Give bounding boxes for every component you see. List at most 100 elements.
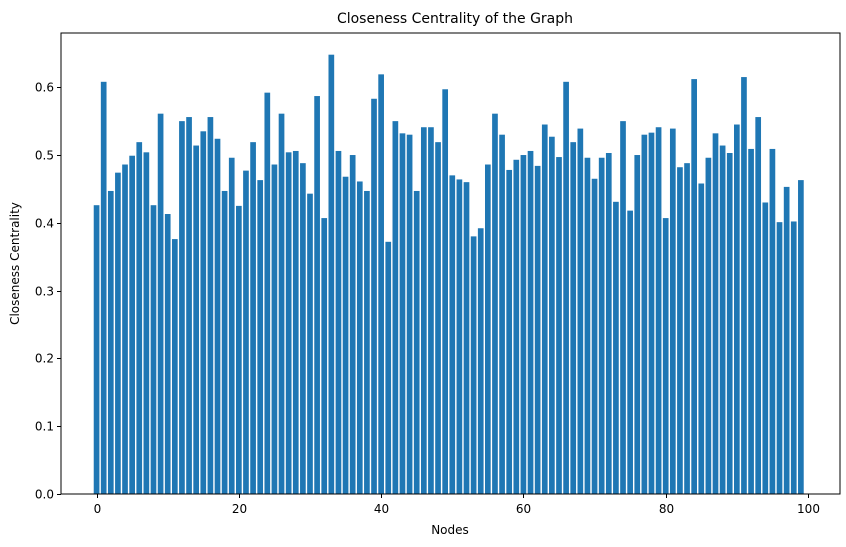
x-tick-label: 40 bbox=[374, 502, 389, 516]
bar-node-81 bbox=[669, 128, 676, 494]
bar-node-65 bbox=[556, 157, 562, 494]
bar-node-44 bbox=[406, 134, 413, 494]
bar-node-84 bbox=[691, 79, 697, 494]
bar-node-62 bbox=[534, 165, 541, 494]
bar-node-53 bbox=[470, 236, 477, 494]
bar-node-15 bbox=[200, 131, 207, 495]
chart-title: Closeness Centrality of the Graph bbox=[337, 11, 573, 27]
bar-node-18 bbox=[221, 190, 228, 494]
bar-node-49 bbox=[442, 89, 449, 495]
bar-node-52 bbox=[463, 182, 470, 494]
y-tick-label: 0.0 bbox=[35, 488, 54, 502]
bar-node-59 bbox=[513, 159, 520, 494]
bar-node-94 bbox=[762, 202, 769, 495]
bar-node-16 bbox=[207, 117, 214, 494]
bar-node-73 bbox=[613, 201, 619, 494]
plot-frame bbox=[60, 32, 841, 495]
bar-node-92 bbox=[748, 148, 754, 494]
bar-node-11 bbox=[171, 239, 178, 494]
bar-node-79 bbox=[655, 127, 662, 494]
bar-node-57 bbox=[499, 134, 505, 494]
y-tick-label: 0.6 bbox=[35, 81, 54, 95]
y-axis-ticks: 0.0 0.1 0.2 0.3 0.4 0.5 0.6 bbox=[35, 81, 61, 502]
bar-node-74 bbox=[620, 121, 626, 494]
bar-node-34 bbox=[335, 150, 342, 494]
bar-node-25 bbox=[271, 164, 278, 494]
bar-node-82 bbox=[677, 167, 683, 495]
bar-node-87 bbox=[712, 133, 719, 494]
x-axis-label: Nodes bbox=[431, 523, 469, 537]
bar-node-58 bbox=[506, 169, 513, 494]
y-tick-label: 0.3 bbox=[35, 285, 54, 299]
bar-node-20 bbox=[236, 205, 242, 494]
bar-node-38 bbox=[364, 190, 370, 494]
bar-node-3 bbox=[115, 172, 121, 494]
bar-node-30 bbox=[307, 193, 313, 495]
bar-node-40 bbox=[378, 74, 384, 494]
bar-node-0 bbox=[93, 205, 100, 494]
bar-node-36 bbox=[349, 155, 356, 494]
bar-node-64 bbox=[549, 136, 555, 494]
bar-node-4 bbox=[122, 164, 128, 494]
bar-node-70 bbox=[591, 178, 598, 494]
x-tick-label: 0 bbox=[94, 502, 102, 516]
bar-node-28 bbox=[292, 150, 299, 494]
bar-node-2 bbox=[107, 190, 114, 494]
bar-node-5 bbox=[129, 155, 135, 494]
bar-node-41 bbox=[385, 241, 392, 494]
bar-node-97 bbox=[783, 186, 790, 494]
bar-node-63 bbox=[541, 124, 548, 495]
x-axis-ticks: 0 20 40 60 80 100 bbox=[94, 494, 820, 516]
bar-node-46 bbox=[420, 127, 427, 494]
y-tick-label: 0.4 bbox=[35, 217, 54, 231]
bar-node-68 bbox=[577, 128, 584, 494]
bar-node-55 bbox=[485, 164, 491, 494]
y-tick-label: 0.5 bbox=[35, 149, 54, 163]
bar-node-91 bbox=[741, 77, 747, 494]
bar-node-14 bbox=[193, 145, 200, 495]
bar-node-19 bbox=[228, 157, 235, 495]
bar-node-42 bbox=[392, 121, 399, 494]
bar-node-54 bbox=[477, 228, 484, 494]
y-tick-label: 0.1 bbox=[35, 420, 54, 434]
bar-node-6 bbox=[136, 142, 143, 494]
bar-node-47 bbox=[428, 127, 434, 494]
bar-node-83 bbox=[684, 163, 690, 494]
bar-node-21 bbox=[243, 170, 249, 494]
bar-node-33 bbox=[328, 54, 335, 494]
bar-node-85 bbox=[698, 183, 705, 494]
bar-node-60 bbox=[520, 155, 527, 494]
bar-node-89 bbox=[726, 153, 733, 494]
bar-node-9 bbox=[157, 113, 164, 495]
bar-node-66 bbox=[563, 81, 569, 494]
bars-group bbox=[93, 54, 804, 495]
bar-node-96 bbox=[776, 222, 783, 494]
bar-node-76 bbox=[634, 155, 641, 494]
bar-node-77 bbox=[641, 134, 648, 494]
bar-node-10 bbox=[164, 214, 171, 494]
bar-node-98 bbox=[790, 221, 797, 494]
bar-node-48 bbox=[435, 142, 441, 494]
bar-node-86 bbox=[705, 157, 712, 495]
bar-node-78 bbox=[648, 132, 655, 494]
bar-node-50 bbox=[449, 175, 456, 494]
bar-node-26 bbox=[278, 113, 285, 495]
bar-node-17 bbox=[214, 138, 221, 494]
bar-node-67 bbox=[570, 142, 577, 494]
bar-node-24 bbox=[264, 92, 271, 494]
bar-node-23 bbox=[257, 180, 264, 495]
bar-node-1 bbox=[100, 81, 107, 494]
bar-node-22 bbox=[250, 142, 256, 494]
bar-node-88 bbox=[719, 145, 726, 495]
y-axis-label: Closeness Centrality bbox=[8, 202, 22, 325]
bar-node-39 bbox=[371, 98, 377, 494]
bar-node-80 bbox=[662, 218, 669, 494]
bar-node-29 bbox=[300, 163, 306, 494]
bar-node-56 bbox=[492, 113, 498, 495]
x-tick-label: 80 bbox=[659, 502, 674, 516]
bar-node-99 bbox=[798, 180, 804, 495]
bar-node-45 bbox=[413, 190, 420, 494]
bar-node-71 bbox=[598, 157, 605, 495]
bar-node-27 bbox=[285, 152, 292, 494]
